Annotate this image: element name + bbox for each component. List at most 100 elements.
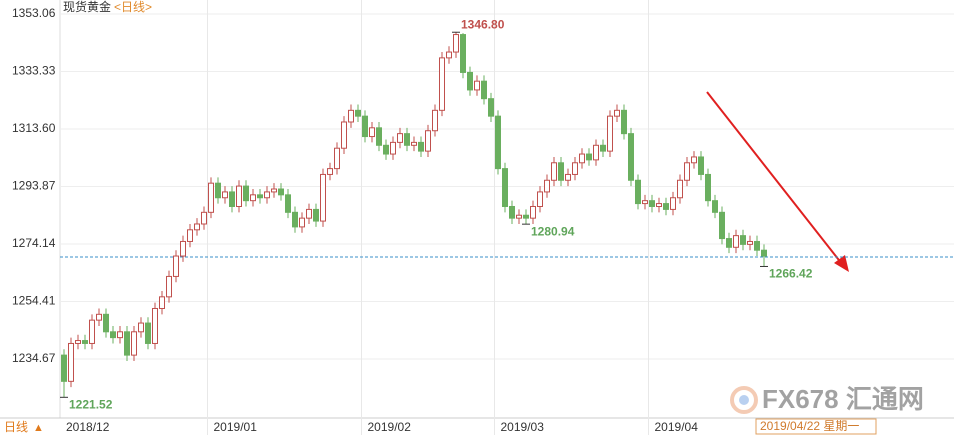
candle-body xyxy=(432,109,438,132)
candle-body xyxy=(334,147,340,170)
candle-body xyxy=(586,153,592,161)
watermark-text: FX678 汇通网 xyxy=(762,384,924,414)
trend-arrow-head xyxy=(834,255,849,272)
candle-body xyxy=(243,185,249,202)
x-tick-label: 2018/12 xyxy=(66,420,110,434)
candle-body xyxy=(460,34,466,73)
candle-body xyxy=(565,173,571,181)
candle-body xyxy=(187,229,193,242)
candle-body xyxy=(201,211,207,225)
candle-body xyxy=(411,141,417,146)
candle-body xyxy=(152,307,158,344)
candle-body xyxy=(446,51,452,59)
annotation-label: 1346.80 xyxy=(461,17,505,31)
candle-body xyxy=(61,354,67,382)
candle-body xyxy=(166,275,172,298)
candle-body xyxy=(271,188,277,193)
candle-body xyxy=(425,130,431,152)
candle-body xyxy=(677,179,683,199)
cursor-label-box xyxy=(755,418,877,435)
annotation-label: 1221.52 xyxy=(69,397,113,411)
candle-body xyxy=(145,322,151,344)
period-label[interactable]: 日线 xyxy=(4,420,28,434)
candle-body xyxy=(82,340,88,344)
candle-body xyxy=(698,156,704,175)
candle-body xyxy=(712,200,718,213)
candle-body xyxy=(159,296,165,309)
candle-body xyxy=(264,191,270,199)
candle-body xyxy=(383,144,389,155)
candle-body xyxy=(110,331,116,339)
candle-body xyxy=(320,173,326,222)
chart-subtitle: <日线> xyxy=(114,0,152,14)
watermark xyxy=(730,386,758,414)
candle-body xyxy=(131,331,137,356)
candle-body xyxy=(124,331,130,356)
candle-body xyxy=(551,162,557,181)
candle-body xyxy=(579,153,585,164)
candle-body xyxy=(439,57,445,111)
watermark-logo xyxy=(730,386,758,414)
y-tick-label: 1353.06 xyxy=(12,6,56,20)
annotation-label: 1266.42 xyxy=(769,267,813,281)
candle-body xyxy=(376,127,382,146)
candle-body xyxy=(628,133,634,181)
candle-body xyxy=(537,191,543,207)
candle-body xyxy=(747,240,753,245)
x-tick-label: 2019/03 xyxy=(501,420,545,434)
chart-title: 现货黄金 xyxy=(63,0,111,14)
candle-body xyxy=(705,173,711,202)
candle-body xyxy=(285,194,291,213)
candle-body xyxy=(467,71,473,91)
candle-body xyxy=(516,214,522,219)
candle-body xyxy=(663,203,669,210)
candle-body xyxy=(740,235,746,245)
candle-body xyxy=(558,162,564,181)
candle-body xyxy=(138,322,144,333)
candle-body xyxy=(614,109,620,117)
y-tick-label: 1254.41 xyxy=(12,294,56,308)
candle-body xyxy=(761,249,767,257)
y-tick-label: 1293.87 xyxy=(12,179,56,193)
candle-body xyxy=(572,162,578,175)
annotation-label: 1280.94 xyxy=(531,224,575,238)
x-tick-label: 2019/04 xyxy=(655,420,699,434)
x-tick-label: 2019/02 xyxy=(368,420,412,434)
candle-body xyxy=(257,194,263,199)
candle-body xyxy=(75,340,81,344)
trend-arrow xyxy=(706,91,843,265)
period-icon[interactable]: ▲ xyxy=(33,422,44,434)
candle-body xyxy=(509,205,515,219)
candle-body xyxy=(355,109,361,117)
candle-body xyxy=(670,197,676,210)
candle-body xyxy=(348,109,354,123)
candle-body xyxy=(341,121,347,149)
candle-body xyxy=(194,223,200,231)
candle-body xyxy=(96,313,102,321)
candle-body xyxy=(68,342,74,382)
candle-body xyxy=(278,188,284,196)
candle-body xyxy=(502,168,508,207)
candle-body xyxy=(222,191,228,199)
candle-body xyxy=(656,203,662,207)
candle-body xyxy=(649,200,655,207)
candle-body xyxy=(719,211,725,240)
y-tick-label: 1274.14 xyxy=(12,236,56,250)
candle-body xyxy=(635,179,641,205)
candle-body xyxy=(215,182,221,199)
candle-body xyxy=(453,34,459,53)
candle-body xyxy=(733,235,739,248)
candle-body xyxy=(229,191,235,207)
candle-body xyxy=(684,162,690,181)
candle-body xyxy=(250,194,256,202)
candle-body xyxy=(299,217,305,228)
y-tick-label: 1234.67 xyxy=(12,351,56,365)
candle-body xyxy=(544,179,550,193)
candle-body xyxy=(488,98,494,117)
candle-body xyxy=(103,313,109,333)
candle-body xyxy=(362,115,368,138)
candle-body xyxy=(173,255,179,277)
candle-body xyxy=(117,331,123,339)
candle-body xyxy=(607,115,613,152)
